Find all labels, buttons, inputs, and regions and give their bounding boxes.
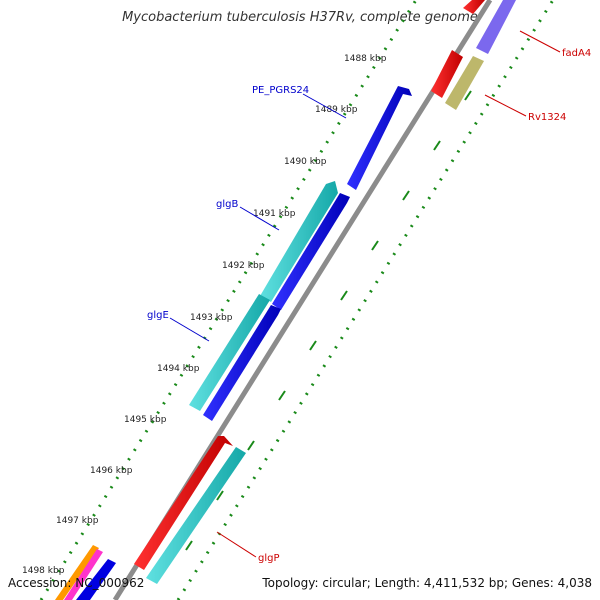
- glgB-connector: [239, 206, 280, 231]
- gene-label-pe-pgrs24[interactable]: PE_PGRS24: [252, 85, 309, 96]
- inner-tick-ring: [176, 0, 555, 600]
- tick-label-1495: 1495 kbp: [124, 415, 167, 425]
- tick-label-1493: 1493 kbp: [190, 313, 233, 323]
- glgE-connector: [169, 317, 210, 342]
- genome-title: Mycobacterium tuberculosis H37Rv, comple…: [122, 10, 478, 25]
- tick-label-1491: 1491 kbp: [253, 209, 296, 219]
- pe-pgrs24-connector: [302, 93, 347, 119]
- tick-label-1489: 1489 kbp: [315, 105, 358, 115]
- major-ticks: [185, 90, 472, 551]
- tick-label-1490: 1490 kbp: [284, 157, 327, 167]
- feature-fadA4-red[interactable]: [463, 0, 485, 14]
- accession-label: Accession: NC_000962: [8, 576, 145, 590]
- feature-glgB[interactable]: [260, 181, 338, 302]
- tick-label-1498: 1498 kbp: [22, 566, 65, 576]
- gene-label-rv1324[interactable]: Rv1324: [528, 112, 566, 123]
- feature-small-orange[interactable]: [55, 545, 99, 600]
- feature-rv1324[interactable]: [445, 56, 484, 110]
- feature-small-blue[interactable]: [76, 559, 116, 600]
- gene-label-fadA4[interactable]: fadA4: [562, 48, 591, 59]
- feature-glgB-blue[interactable]: [272, 193, 350, 310]
- feature-small-magenta[interactable]: [64, 549, 103, 600]
- gene-label-glgE[interactable]: glgE: [147, 310, 169, 321]
- feature-glgP[interactable]: [146, 447, 246, 584]
- feature-fadA4[interactable]: [476, 0, 516, 54]
- feature-glgE[interactable]: [189, 294, 270, 411]
- gene-label-glgP[interactable]: glgP: [258, 553, 280, 564]
- tick-label-1497: 1497 kbp: [56, 516, 99, 526]
- fadA4-connector: [519, 30, 561, 53]
- feature-rv1324-red[interactable]: [431, 50, 463, 98]
- outer-tick-ring: [39, 0, 418, 600]
- tick-label-1488: 1488 kbp: [344, 54, 387, 64]
- tick-label-1496: 1496 kbp: [90, 466, 133, 476]
- feature-glgE-blue[interactable]: [203, 305, 281, 421]
- tick-label-1494: 1494 kbp: [157, 364, 200, 374]
- glgP-connector: [216, 531, 257, 558]
- gene-label-glgB[interactable]: glgB: [216, 199, 238, 210]
- feature-pe-pgrs24[interactable]: [347, 86, 412, 190]
- feature-glgP-red[interactable]: [134, 436, 233, 570]
- tick-label-1492: 1492 kbp: [222, 261, 265, 271]
- genome-summary: Topology: circular; Length: 4,411,532 bp…: [262, 576, 592, 590]
- rv1324-connector: [484, 94, 527, 117]
